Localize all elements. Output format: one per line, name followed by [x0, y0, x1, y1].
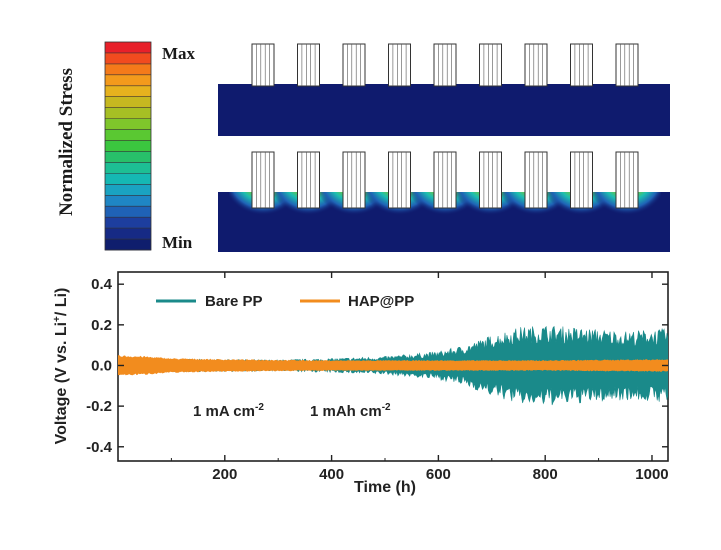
bare-pp-electrode [615, 43, 639, 87]
x-tick-label: 400 [319, 466, 344, 483]
x-axis-label: Time (h) [354, 479, 416, 496]
colorbar-step [105, 85, 151, 98]
y-tick-label: 0.2 [91, 317, 112, 334]
bare-pp-stress-halo [369, 84, 430, 108]
capacity-annotation: 1 mAh cm-2 [310, 402, 391, 420]
legend-label-hap-pp: HAP@PP [348, 293, 414, 310]
hap-pp-stress-field [229, 192, 661, 228]
x-tick-label: 1000 [635, 466, 668, 483]
hap-pp-electrode [251, 151, 275, 209]
hap-pp-electrode [433, 151, 457, 209]
bare-pp-stress-halo [415, 84, 475, 108]
colorbar-step [105, 173, 151, 185]
colorbar-step [105, 206, 151, 218]
bare-pp-electrode [342, 43, 366, 87]
x-tick-label: 800 [533, 466, 558, 483]
hap-pp-electrode [342, 151, 366, 209]
y-tick-label: 0.4 [91, 276, 113, 293]
hap-pp-electrode [570, 151, 593, 209]
colorbar-step [105, 96, 151, 109]
bare-pp-stress-halo [233, 84, 293, 108]
colorbar-step [105, 151, 151, 163]
hap-pp-electrodes [251, 151, 639, 209]
stress-colorbar [104, 41, 152, 251]
colorbar-step [105, 129, 151, 141]
bare-pp-stress-halo [506, 84, 566, 108]
y-tick-label: 0.0 [91, 357, 112, 374]
current-density-annotation: 1 mA cm-2 [193, 402, 264, 420]
x-tick-label: 600 [426, 466, 451, 483]
bare-pp-electrode [479, 43, 502, 87]
colorbar-step [105, 140, 151, 152]
colorbar-step [105, 118, 151, 130]
colorbar-title: Normalized Stress [56, 68, 77, 216]
colorbar-min-label: Min [162, 233, 193, 252]
bare-pp-stress-halo [278, 84, 339, 108]
legend: Bare PP HAP@PP [156, 293, 414, 310]
simulation-panel-bare-pp [218, 43, 670, 136]
bare-pp-electrodes [251, 43, 639, 87]
bare-pp-electrode [570, 43, 593, 87]
hap-pp-stress-halo [593, 192, 661, 228]
bare-pp-stress-halo [324, 84, 384, 108]
bare-pp-stress-halo [597, 84, 657, 108]
series-hap-pp [118, 355, 668, 376]
colorbar-step [105, 74, 151, 87]
colorbar-step [105, 239, 151, 251]
bare-pp-electrode [251, 43, 275, 87]
hap-pp-electrode [297, 151, 320, 209]
bare-pp-electrode [524, 43, 548, 87]
bare-pp-electrode [433, 43, 457, 87]
colorbar-step [105, 107, 151, 120]
y-tick-label: -0.4 [86, 439, 113, 456]
legend-label-bare-pp: Bare PP [205, 293, 263, 310]
bare-pp-stress-halo [460, 84, 521, 108]
colorbar-max-label: Max [162, 44, 196, 63]
colorbar-step [105, 217, 151, 229]
bare-pp-electrode [297, 43, 320, 87]
voltage-plot: 200 400 600 800 1000 -0.4 -0.2 0.0 0.2 0.4 Bare P… [52, 271, 669, 496]
colorbar-step [105, 42, 151, 54]
simulation-panel-hap-pp [218, 151, 670, 252]
hap-pp-electrode [524, 151, 548, 209]
y-axis-label: Voltage (V vs. Li+/ Li) [52, 288, 70, 445]
bare-pp-stress-halo [551, 84, 612, 108]
colorbar-step [105, 184, 151, 196]
y-tick-label: -0.2 [86, 398, 112, 415]
colorbar-step [105, 228, 151, 240]
bare-pp-stress-field [233, 84, 657, 108]
colorbar-frame [104, 41, 152, 251]
hap-pp-electrode [388, 151, 411, 209]
bare-pp-electrode [388, 43, 411, 87]
colorbar-step [105, 52, 151, 65]
hap-pp-electrode [615, 151, 639, 209]
colorbar-step [105, 63, 151, 76]
x-tick-label: 200 [212, 466, 237, 483]
hap-pp-electrode [479, 151, 502, 209]
colorbar-step [105, 195, 151, 207]
colorbar-step [105, 162, 151, 174]
